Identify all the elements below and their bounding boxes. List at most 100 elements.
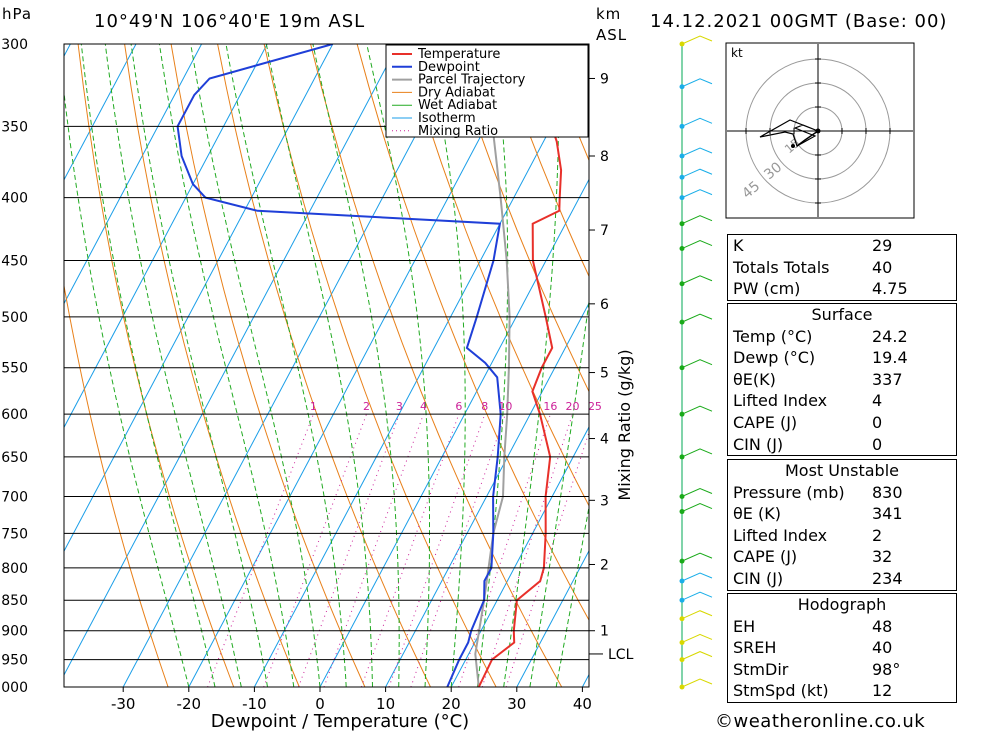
- surface-row: CIN (J) 0: [733, 434, 883, 454]
- isotherm-line: [64, 44, 268, 429]
- unit-hpa-label: hPa: [2, 5, 33, 23]
- indices-table: K 29 Totals Totals 40 PW (cm) 4.75: [727, 234, 957, 301]
- plot-frame: [63, 43, 590, 688]
- km-tick-label: 1: [600, 624, 609, 640]
- isotherm-line: [64, 44, 399, 676]
- km-tick-label: 9: [600, 71, 609, 87]
- wind-barb: [681, 487, 713, 497]
- hodograph-plot: kt 15 30 45: [725, 42, 915, 219]
- wind-barb: [681, 503, 713, 513]
- x-tick-label: 20: [442, 695, 461, 713]
- wind-barb: [681, 189, 713, 199]
- isotherm-line: [319, 178, 589, 687]
- dry-adiabat: [356, 44, 589, 622]
- pressure-tick-label: 400: [1, 191, 28, 207]
- mixing-ratio-line: [388, 414, 486, 687]
- most-unstable-row: Pressure (mb) 830: [733, 482, 903, 502]
- pressure-tick-label: 300: [1, 37, 28, 53]
- surface-title: Surface: [811, 305, 873, 324]
- surface-table: Surface Temp (°C) 24.2 Dewp (°C) 19.4 θE(K…: [727, 303, 957, 457]
- legend-entry: Mixing Ratio: [418, 124, 498, 139]
- surface-row: Temp (°C) 24.2: [733, 326, 908, 346]
- surface-row: θE(K) 337: [733, 369, 903, 389]
- wet-adiabat: [503, 44, 560, 687]
- km-tick-label: 2: [600, 557, 609, 573]
- pressure-tick-label: 350: [1, 119, 28, 135]
- wind-barb: [681, 168, 713, 178]
- legend-entry: Isotherm: [418, 111, 476, 126]
- dry-adiabat: [64, 282, 169, 687]
- isotherm-line: [253, 54, 589, 687]
- isotherm-line: [64, 44, 137, 181]
- most-unstable-row: CAPE (J) 32: [733, 547, 893, 567]
- dewpoint-line: [176, 44, 502, 687]
- wind-barb: [681, 313, 713, 323]
- wind-barb: [681, 147, 713, 157]
- dry-adiabat: [403, 44, 589, 507]
- wet-adiabat: [476, 44, 509, 687]
- mixing-ratio-label: 6: [455, 400, 462, 413]
- surface-row: Dewp (°C) 19.4: [733, 348, 908, 368]
- location-title: 10°49'N 106°40'E 19m ASL: [94, 11, 366, 32]
- legend-entry: Temperature: [417, 47, 500, 62]
- pressure-tick-label: 750: [1, 526, 28, 542]
- isotherm-line: [385, 302, 589, 687]
- isotherm-line: [64, 44, 203, 305]
- km-tick-label: 3: [600, 493, 609, 509]
- km-tick-label: 5: [600, 366, 609, 382]
- wind-barb: [681, 405, 713, 415]
- x-tick-label: 10: [376, 695, 395, 713]
- mixing-ratio-label: 10: [498, 400, 512, 413]
- dry-adiabat: [310, 44, 563, 687]
- isotherm-line: [122, 44, 465, 687]
- wind-barb: [681, 633, 713, 643]
- isotherm-line: [188, 44, 531, 687]
- dry-adiabat: [449, 44, 589, 393]
- pressure-tick-label: 500: [1, 310, 28, 326]
- x-tick-label: 40: [573, 695, 592, 713]
- hodograph-title: Hodograph: [797, 595, 887, 614]
- legend-entry: Wet Adiabat: [418, 98, 497, 113]
- wet-adiabat: [225, 44, 347, 687]
- km-tick-label: 4: [600, 432, 609, 448]
- pressure-tick-label: 450: [1, 254, 28, 270]
- dry-adiabat: [263, 44, 497, 687]
- pressure-tick-label: 950: [1, 653, 28, 669]
- wet-adiabat: [64, 88, 190, 687]
- most-unstable-title: Most Unstable: [785, 461, 899, 480]
- unit-km-label: km: [596, 5, 622, 23]
- wet-adiabat: [427, 44, 466, 687]
- dry-adiabat: [496, 44, 589, 278]
- most-unstable-row: Lifted Index 2: [733, 525, 883, 545]
- mixing-ratio-line: [360, 414, 460, 687]
- surface-row: Lifted Index 4: [733, 391, 883, 411]
- dry-adiabat: [962, 44, 1000, 687]
- mixing-ratio-label: 16: [543, 400, 557, 413]
- wind-barb: [681, 78, 713, 88]
- lcl-label: LCL: [608, 647, 634, 663]
- pressure-tick-label: 1000: [0, 680, 28, 696]
- mixing-ratio-line: [410, 414, 506, 687]
- x-tick-label: -20: [177, 695, 202, 713]
- wind-barb: [681, 678, 713, 688]
- wind-barb: [681, 552, 713, 562]
- wind-barbs: [679, 35, 713, 690]
- x-tick-label: -10: [242, 695, 267, 713]
- wind-barb: [681, 35, 713, 45]
- wet-adiabat: [104, 44, 242, 687]
- mixing-ratio-label: 20: [565, 400, 579, 413]
- wet-adiabat: [265, 44, 373, 687]
- wet-adiabat: [555, 504, 589, 687]
- most-unstable-table: Most Unstable Pressure (mb) 830 θE (K) 341…: [727, 459, 957, 591]
- mixing-ratio-line: [298, 414, 400, 687]
- unit-asl-label: ASL: [596, 26, 628, 44]
- wet-adiabat: [312, 44, 400, 687]
- legend-entry: Dewpoint: [418, 60, 480, 75]
- parcel-trajectory-line: [474, 44, 511, 687]
- km-tick-label: 7: [600, 223, 609, 239]
- surface-row: CAPE (J) 0: [733, 412, 883, 432]
- hodograph-row: StmSpd (kt) 12: [733, 681, 893, 701]
- mixing-ratio-line: [323, 414, 424, 687]
- pressure-tick-label: 900: [1, 624, 28, 640]
